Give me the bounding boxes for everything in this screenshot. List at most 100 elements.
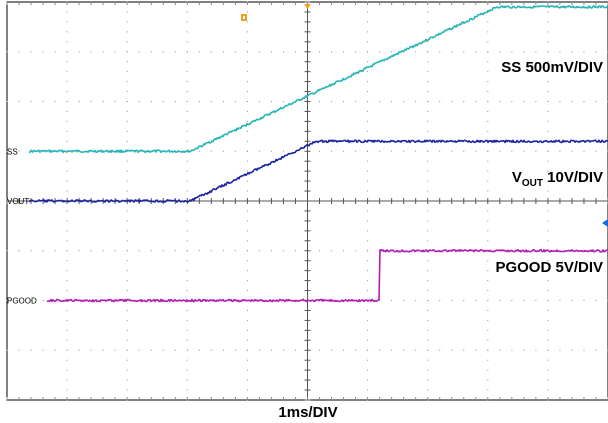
grid-dot [403, 300, 405, 301]
x-axis-label: 1ms/DIV [278, 404, 337, 421]
grid-dot [186, 41, 188, 43]
annotation-ss: SS 500mV/DIV [501, 59, 603, 76]
grid-dot [126, 31, 128, 33]
grid-dot [367, 120, 369, 122]
grid-dot [403, 150, 405, 152]
grid-dot [427, 309, 429, 311]
grid-dot [66, 51, 68, 53]
grid-dot [343, 150, 345, 152]
grid-dot [355, 150, 357, 152]
grid-dot [463, 349, 465, 351]
grid-dot [150, 51, 152, 53]
grid-dot [487, 110, 489, 112]
grid-dot [547, 21, 549, 23]
grid-dot [547, 160, 549, 162]
grid-dot [282, 250, 284, 252]
grid-dot [427, 220, 429, 222]
grid-dot [246, 71, 248, 73]
grid-dot [547, 319, 549, 321]
grid-dot [367, 369, 369, 371]
grid-dot [487, 51, 489, 53]
traces [28, 5, 608, 303]
grid-dot [126, 110, 128, 112]
grid-dot [90, 101, 92, 102]
grid-dot [487, 270, 489, 272]
grid-dot [18, 300, 20, 301]
grid-dot [463, 101, 465, 102]
grid-dot [90, 250, 92, 252]
grid-dot [138, 51, 140, 53]
grid-dot [246, 349, 248, 351]
grid-dot [367, 329, 369, 331]
grid-dot [367, 11, 369, 13]
grid-dot [427, 120, 429, 122]
grid-dot [6, 150, 8, 152]
grid-dot [78, 250, 80, 252]
grid-dot [210, 101, 212, 102]
grid-dot [427, 180, 429, 182]
grid-dot [367, 240, 369, 242]
grid-dot [126, 41, 128, 43]
grid-dot [246, 41, 248, 43]
grid-dot [547, 260, 549, 262]
grid-dot [18, 51, 20, 53]
grid-dot [66, 140, 68, 142]
grid-dot [427, 300, 429, 301]
grid-dot [451, 349, 453, 351]
grid-dot [487, 180, 489, 182]
grid-dot [487, 31, 489, 33]
grid-dot [343, 51, 345, 53]
grid-dot [246, 389, 248, 391]
grid-dot [186, 260, 188, 262]
grid-dot [6, 300, 8, 301]
grid-dot [186, 61, 188, 63]
grid-dot [487, 190, 489, 192]
grid-dot [66, 71, 68, 73]
grid-dot [487, 359, 489, 361]
grid-dot [499, 349, 501, 351]
grid-dot [319, 349, 321, 351]
grid-dot [246, 309, 248, 311]
grid-dot [66, 270, 68, 272]
grid-dot [258, 150, 260, 152]
grid-dot [583, 101, 585, 102]
grid-dot [30, 349, 32, 351]
grid-dot [487, 21, 489, 23]
grid-dot [174, 101, 176, 102]
grid-dot [126, 51, 128, 53]
grid-dot [126, 91, 128, 93]
grid-dot [319, 101, 321, 102]
grid-dot [126, 130, 128, 132]
grid-dot [415, 101, 417, 102]
grid-dot [246, 379, 248, 381]
grid-dot [246, 120, 248, 122]
grid-dot [246, 319, 248, 321]
grid-dot [270, 101, 272, 102]
grid-dot [547, 51, 549, 53]
grid-dot [319, 250, 321, 252]
grid-dot [475, 349, 477, 351]
grid-dot [42, 51, 44, 53]
grid-dot [547, 41, 549, 43]
grid-dot [246, 51, 248, 53]
grid-dot [222, 101, 224, 102]
grid-dot [427, 240, 429, 242]
grid-dot [126, 349, 128, 351]
grid-dot [547, 71, 549, 73]
grid-dot [102, 250, 104, 252]
grid-dot [463, 150, 465, 152]
grid-dot [451, 300, 453, 301]
grid-dot [186, 309, 188, 311]
grid-dot [427, 101, 429, 102]
grid-dot [403, 101, 405, 102]
grid-dot [391, 150, 393, 152]
grid-dot [186, 339, 188, 341]
grid-dot [367, 359, 369, 361]
grid-dot [547, 190, 549, 192]
grid-dot [198, 51, 200, 53]
grid-dot [511, 51, 513, 53]
grid-dot [487, 329, 489, 331]
grid-dot [427, 170, 429, 172]
grid-dot [138, 349, 140, 351]
grid-dot [523, 101, 525, 102]
